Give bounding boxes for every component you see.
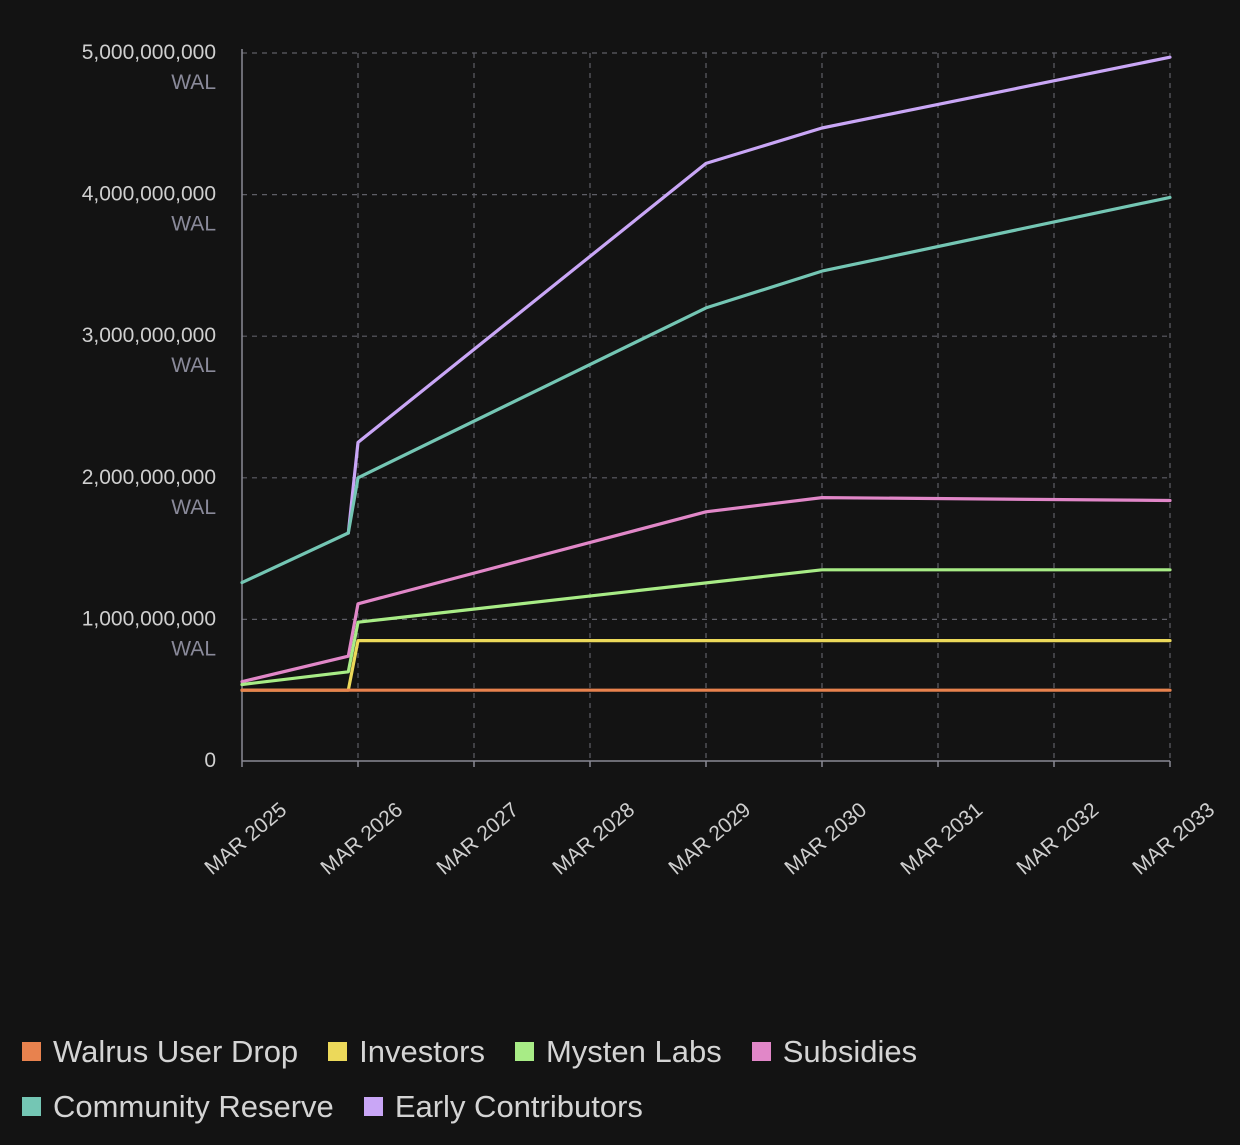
- y-tick-label: 4,000,000,000: [82, 183, 216, 206]
- series-line-early-contributors: [346, 55, 1172, 535]
- y-tick-label: 3,000,000,000: [82, 324, 216, 347]
- legend-item-early-contributors: Early Contributors: [363, 1085, 643, 1128]
- y-tick-label: 2,000,000,000: [82, 466, 216, 489]
- x-tick-label: MAR 2026: [316, 798, 407, 879]
- legend-label: Subsidies: [782, 1033, 918, 1069]
- x-tick-label: MAR 2033: [1128, 798, 1219, 879]
- series-line-mysten-labs: [240, 568, 1172, 687]
- axes: [241, 49, 1171, 767]
- legend-label: Community Reserve: [53, 1088, 334, 1124]
- x-tick-label: MAR 2028: [548, 798, 639, 879]
- x-tick-label: MAR 2027: [432, 798, 523, 879]
- legend-swatch: [363, 1097, 383, 1116]
- legend-item-subsidies: Subsidies: [751, 1030, 918, 1073]
- x-tick-label: MAR 2030: [780, 798, 871, 879]
- legend-item-mysten-labs: Mysten Labs: [514, 1030, 722, 1073]
- y-tick-unit: WAL: [171, 71, 216, 94]
- y-tick-unit: WAL: [171, 354, 216, 377]
- x-tick-label: MAR 2029: [664, 798, 755, 879]
- legend-item-investors: Investors: [328, 1030, 485, 1073]
- legend-swatch: [328, 1042, 348, 1061]
- legend-item-walrus-user-drop: Walrus User Drop: [22, 1030, 298, 1073]
- y-tick-label: 0: [204, 749, 216, 772]
- legend-swatch: [22, 1042, 41, 1061]
- series-line-subsidies: [240, 496, 1172, 684]
- x-tick-label: MAR 2025: [200, 798, 291, 879]
- legend: Walrus User Drop Investors Mysten Labs Subs…: [22, 1030, 1202, 1128]
- legend-item-community-reserve: Community Reserve: [22, 1085, 334, 1128]
- legend-swatch: [514, 1042, 534, 1061]
- y-axis-tick-labels: 0 1,000,000,000 WAL 2,000,000,000 WAL 3,000,0…: [82, 41, 216, 772]
- y-tick-label: 5,000,000,000: [82, 41, 216, 64]
- legend-label: Early Contributors: [394, 1088, 643, 1124]
- legend-swatch: [22, 1097, 41, 1116]
- x-axis-tick-labels: MAR 2025 MAR 2026 MAR 2027 MAR 2028 MAR 2029…: [200, 798, 1219, 879]
- y-tick-unit: WAL: [171, 213, 216, 236]
- y-tick-label: 1,000,000,000: [82, 607, 216, 630]
- series-lines: [240, 55, 1172, 692]
- legend-label: Walrus User Drop: [53, 1033, 299, 1069]
- grid: [242, 52, 1171, 761]
- legend-swatch: [751, 1042, 771, 1061]
- legend-label: Mysten Labs: [545, 1033, 722, 1069]
- y-tick-unit: WAL: [171, 637, 216, 660]
- x-tick-label: MAR 2031: [896, 798, 987, 879]
- vesting-chart: 0 1,000,000,000 WAL 2,000,000,000 WAL 3,000,0…: [82, 41, 1220, 880]
- series-line-community-reserve: [240, 195, 1172, 585]
- x-tick-label: MAR 2032: [1012, 798, 1103, 879]
- legend-label: Investors: [359, 1033, 485, 1069]
- y-tick-unit: WAL: [171, 496, 216, 519]
